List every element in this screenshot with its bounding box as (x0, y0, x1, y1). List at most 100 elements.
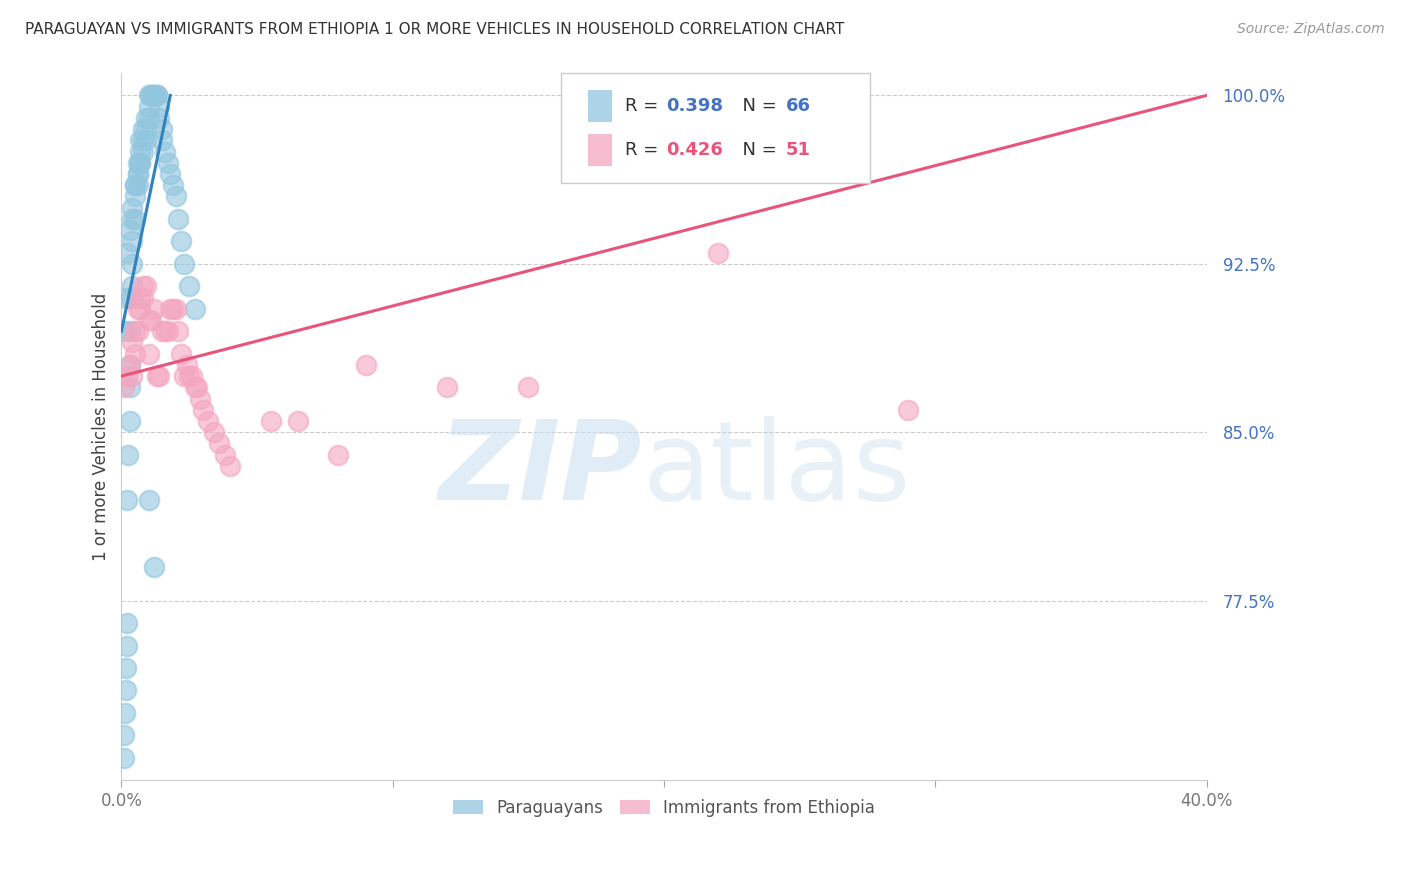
Point (120, 291, 142, 305)
Point (115, 369, 138, 384)
Point (202, 425, 225, 440)
Point (117, 492, 139, 507)
Point (188, 392, 211, 406)
Point (214, 448, 236, 462)
Text: 51: 51 (786, 141, 810, 159)
Point (118, 358, 141, 372)
Text: R =: R = (624, 97, 664, 115)
Point (181, 369, 204, 384)
Point (124, 346, 146, 360)
Point (114, 291, 136, 305)
Point (842, 88, 865, 103)
Point (121, 335, 143, 350)
Point (132, 291, 155, 305)
Point (115, 245, 138, 260)
FancyBboxPatch shape (588, 90, 612, 121)
Point (143, 560, 166, 574)
Point (124, 211, 146, 226)
Point (138, 111, 160, 125)
Point (112, 751, 135, 765)
Point (150, 133, 173, 147)
Text: PARAGUAYAN VS IMMIGRANTS FROM ETHIOPIA 1 OR MORE VEHICLES IN HOUSEHOLD CORRELATI: PARAGUAYAN VS IMMIGRANTS FROM ETHIOPIA 1… (25, 22, 845, 37)
Point (156, 324, 179, 338)
Point (153, 324, 176, 338)
Point (118, 380, 141, 394)
Point (173, 369, 195, 384)
Point (129, 291, 152, 305)
Point (145, 369, 167, 384)
Point (143, 88, 166, 103)
Point (127, 167, 149, 181)
Point (148, 111, 170, 125)
Point (141, 88, 163, 103)
Point (132, 133, 155, 147)
Point (138, 100, 160, 114)
Point (121, 279, 143, 293)
Point (208, 436, 231, 450)
Point (145, 88, 167, 103)
Point (354, 358, 377, 372)
Point (127, 178, 149, 193)
Point (259, 414, 281, 428)
Point (129, 145, 152, 159)
Point (138, 313, 160, 327)
Point (167, 211, 190, 226)
Point (191, 402, 214, 417)
Point (156, 156, 179, 170)
Point (165, 189, 187, 203)
Point (138, 346, 160, 360)
Point (129, 156, 152, 170)
Point (124, 324, 146, 338)
Text: N =: N = (731, 141, 783, 159)
Point (165, 301, 187, 316)
Point (127, 156, 149, 170)
Point (287, 414, 309, 428)
Point (115, 661, 138, 675)
Text: ZIP: ZIP (439, 416, 643, 523)
Point (118, 223, 141, 237)
Point (138, 492, 160, 507)
Point (127, 301, 149, 316)
Text: 0.426: 0.426 (666, 141, 723, 159)
FancyBboxPatch shape (561, 73, 870, 183)
Point (118, 324, 141, 338)
Point (121, 369, 143, 384)
FancyBboxPatch shape (588, 134, 612, 166)
Text: atlas: atlas (643, 416, 911, 523)
Point (170, 346, 193, 360)
Point (148, 100, 170, 114)
Point (118, 358, 141, 372)
Point (173, 257, 195, 271)
Point (148, 369, 170, 384)
Point (115, 639, 138, 653)
Point (132, 145, 155, 159)
Point (143, 301, 166, 316)
Point (186, 380, 208, 394)
Text: 0.398: 0.398 (666, 97, 723, 115)
Y-axis label: 1 or more Vehicles in Household: 1 or more Vehicles in Household (93, 293, 110, 561)
Text: R =: R = (624, 141, 664, 159)
Point (121, 201, 143, 215)
Point (135, 122, 157, 136)
Point (129, 301, 152, 316)
Point (112, 380, 135, 394)
Point (183, 380, 205, 394)
Legend: Paraguayans, Immigrants from Ethiopia: Paraguayans, Immigrants from Ethiopia (444, 790, 883, 825)
Text: Source: ZipAtlas.com: Source: ZipAtlas.com (1237, 22, 1385, 37)
Point (135, 133, 157, 147)
Point (132, 122, 155, 136)
Point (179, 369, 201, 384)
Point (115, 616, 138, 631)
Point (219, 458, 242, 473)
Point (127, 324, 149, 338)
Point (127, 167, 149, 181)
Point (153, 145, 176, 159)
Point (124, 178, 146, 193)
Point (436, 380, 458, 394)
Point (170, 235, 193, 249)
Point (143, 88, 166, 103)
Point (599, 156, 621, 170)
Point (167, 324, 190, 338)
Point (121, 257, 143, 271)
Point (145, 88, 167, 103)
